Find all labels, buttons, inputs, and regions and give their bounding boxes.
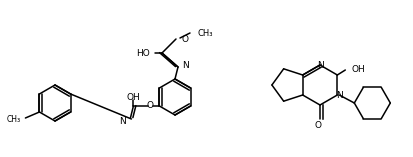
Text: N: N (317, 60, 323, 70)
Text: CH₃: CH₃ (6, 116, 20, 125)
Text: CH₃: CH₃ (198, 29, 214, 38)
Text: N: N (119, 116, 126, 125)
Text: O: O (147, 101, 154, 111)
Text: OH: OH (351, 65, 365, 75)
Text: O: O (315, 122, 321, 130)
Text: O: O (181, 35, 188, 43)
Text: N: N (182, 62, 189, 70)
Text: HO: HO (136, 49, 150, 57)
Text: N: N (336, 90, 343, 100)
Text: OH: OH (126, 92, 140, 101)
